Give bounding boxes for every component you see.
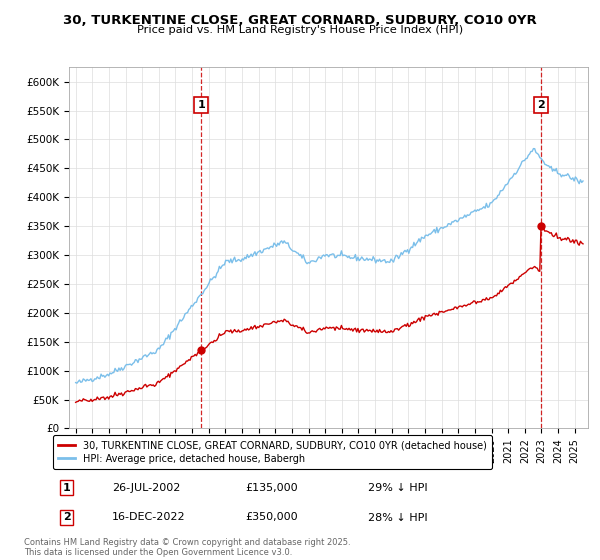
- Text: Contains HM Land Registry data © Crown copyright and database right 2025.
This d: Contains HM Land Registry data © Crown c…: [24, 538, 350, 557]
- Text: 1: 1: [197, 100, 205, 110]
- Text: 30, TURKENTINE CLOSE, GREAT CORNARD, SUDBURY, CO10 0YR: 30, TURKENTINE CLOSE, GREAT CORNARD, SUD…: [63, 14, 537, 27]
- Text: 26-JUL-2002: 26-JUL-2002: [112, 483, 181, 493]
- Text: 2: 2: [537, 100, 545, 110]
- Text: 28% ↓ HPI: 28% ↓ HPI: [368, 512, 428, 522]
- Text: 1: 1: [63, 483, 71, 493]
- Text: 16-DEC-2022: 16-DEC-2022: [112, 512, 186, 522]
- Text: 2: 2: [63, 512, 71, 522]
- Text: Price paid vs. HM Land Registry's House Price Index (HPI): Price paid vs. HM Land Registry's House …: [137, 25, 463, 35]
- Text: 29% ↓ HPI: 29% ↓ HPI: [368, 483, 428, 493]
- Legend: 30, TURKENTINE CLOSE, GREAT CORNARD, SUDBURY, CO10 0YR (detached house), HPI: Av: 30, TURKENTINE CLOSE, GREAT CORNARD, SUD…: [53, 435, 492, 469]
- Text: £350,000: £350,000: [245, 512, 298, 522]
- Text: £135,000: £135,000: [245, 483, 298, 493]
